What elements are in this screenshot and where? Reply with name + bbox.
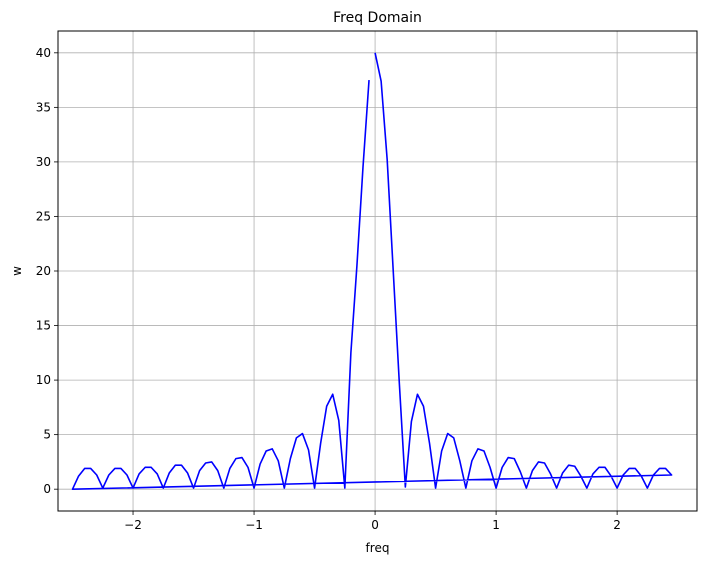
chart-title: Freq Domain [333, 10, 422, 26]
y-tick-label: 40 [36, 46, 51, 60]
series-layer [71, 52, 673, 490]
series-line [71, 52, 673, 490]
y-axis-label: w [10, 266, 24, 276]
y-tick-label: 5 [43, 428, 51, 442]
x-tick-label: 1 [492, 518, 500, 532]
y-tick-label: 25 [36, 209, 51, 223]
x-tick-label: 0 [371, 518, 379, 532]
y-tick-label: 0 [43, 482, 51, 496]
x-axis-label: freq [366, 541, 390, 555]
x-tick-label: −1 [245, 518, 263, 532]
y-tick-label: 30 [36, 155, 51, 169]
x-tick-label: −2 [124, 518, 142, 532]
y-tick-label: 20 [36, 264, 51, 278]
y-tick-label: 15 [36, 319, 51, 333]
grid [58, 31, 697, 511]
y-tick-label: 35 [36, 100, 51, 114]
y-tick-label: 10 [36, 373, 51, 387]
x-tick-label: 2 [613, 518, 621, 532]
